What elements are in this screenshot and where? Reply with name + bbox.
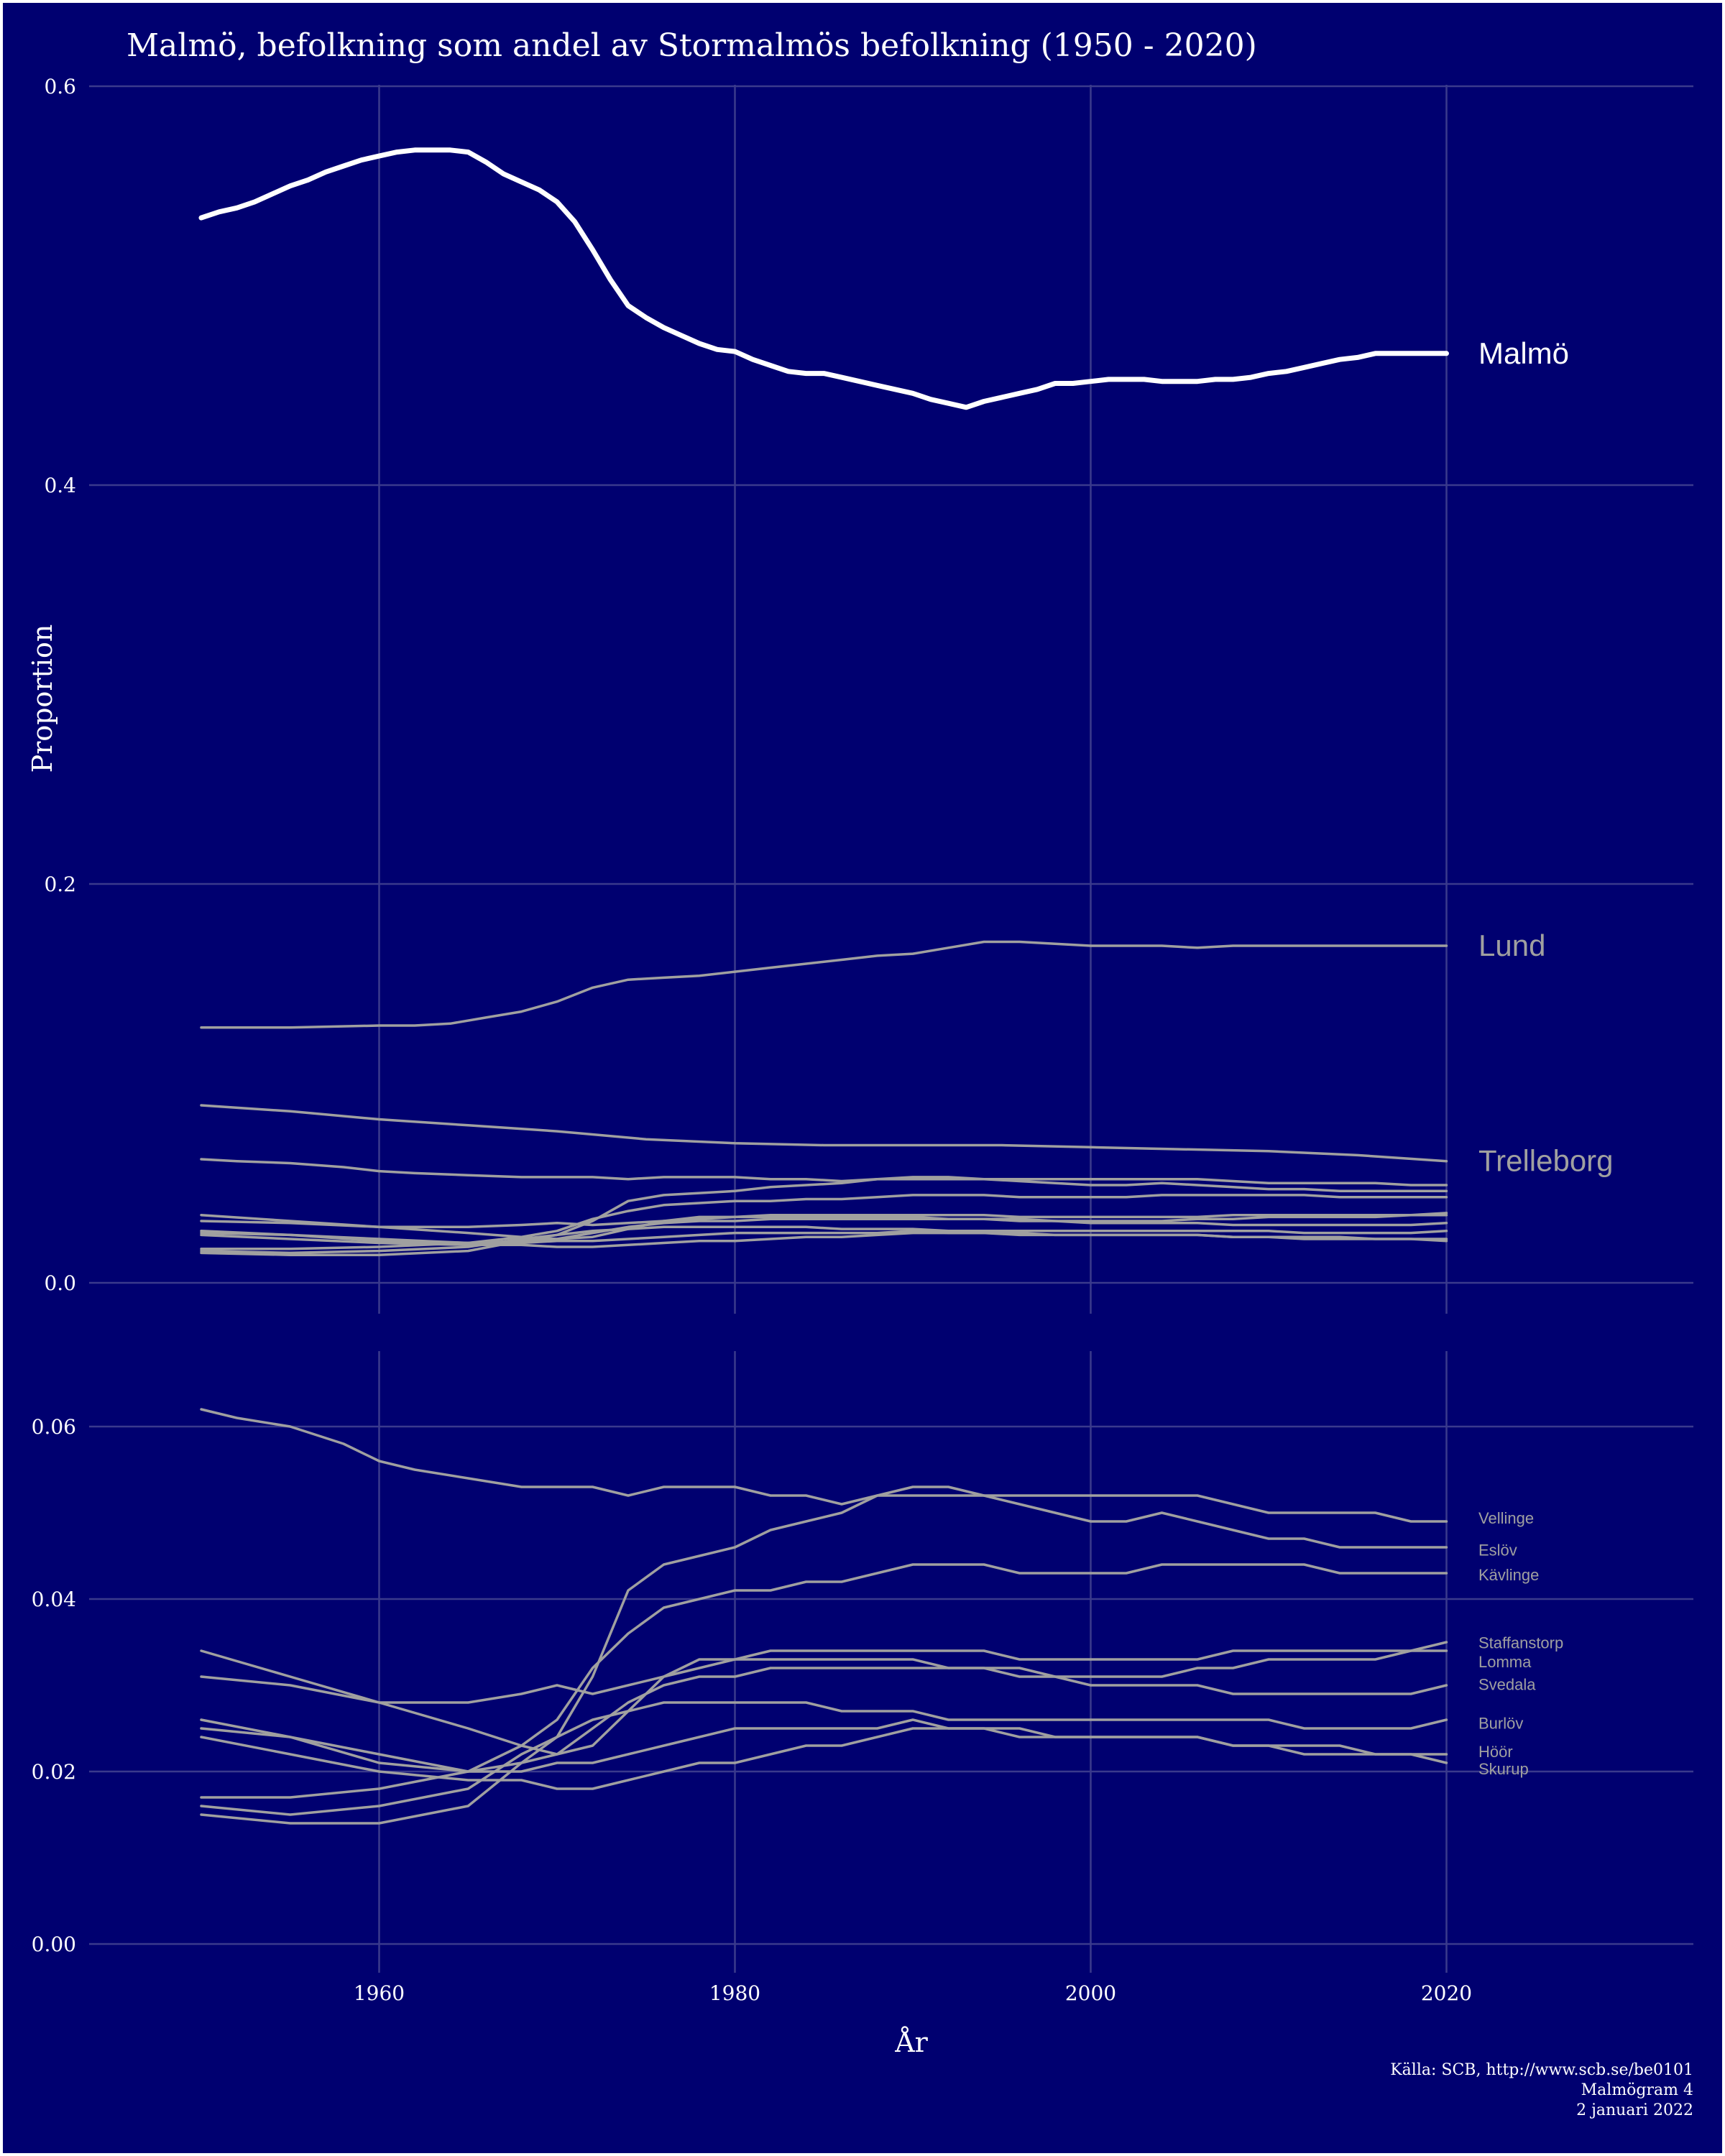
series-label-lund: Lund <box>1478 929 1545 962</box>
series-label-skurup: Skurup <box>1478 1760 1529 1778</box>
top-panel-lines <box>198 147 1449 1256</box>
series-label-eslöv: Eslöv <box>1478 1541 1517 1559</box>
top-y-tick-label: 0.6 <box>44 75 76 98</box>
x-tick-label: 2020 <box>1421 1981 1472 2005</box>
series-line-small-svedala <box>200 1217 1448 1245</box>
series-label-lomma: Lomma <box>1478 1653 1532 1671</box>
series-label-staffanstorp: Staffanstorp <box>1478 1634 1563 1651</box>
series-line-malmö <box>198 147 1449 410</box>
x-axis-label: År <box>894 2027 928 2058</box>
caption-publication: Malmögram 4 <box>1581 2081 1693 2099</box>
series-line-small-burlöv <box>200 1225 1448 1255</box>
series-line-lomma <box>200 1641 1448 1704</box>
top-y-tick-label: 0.0 <box>44 1271 76 1295</box>
series-line-burlöv <box>200 1701 1448 1816</box>
bottom-panel-line-labels: Vellinge Eslöv Kävlinge Staffanstorp Lomma Sv… <box>1478 1509 1563 1778</box>
series-line-small-kävlinge <box>200 1194 1448 1250</box>
series-line-skurup <box>200 1727 1448 1790</box>
series-line-lund <box>200 940 1448 1029</box>
series-label-vellinge: Vellinge <box>1478 1509 1534 1527</box>
x-tick-label: 1960 <box>354 1981 405 2005</box>
bottom-panel-lines <box>200 1408 1448 1825</box>
top-panel-grid <box>89 85 1693 1314</box>
series-label-malmö: Malmö <box>1478 336 1569 370</box>
top-y-tick-label: 0.2 <box>44 872 76 896</box>
x-tick-label: 1980 <box>709 1981 760 2005</box>
caption-date: 2 januari 2022 <box>1576 2101 1693 2119</box>
series-label-kävlinge: Kävlinge <box>1478 1566 1539 1584</box>
series-label-höör: Höör <box>1478 1743 1513 1761</box>
axis-ticks: 0.0 0.2 0.4 0.6 0.00 0.02 0.04 0.06 1960 1980 2000… <box>32 75 1472 2005</box>
caption-source: Källa: SCB, http://www.scb.se/be0101 <box>1390 2061 1693 2079</box>
series-label-svedala: Svedala <box>1478 1676 1536 1694</box>
chart-background <box>3 3 1722 2153</box>
bottom-y-tick-label: 0.02 <box>32 1760 76 1784</box>
series-label-burlöv: Burlöv <box>1478 1715 1523 1733</box>
series-line-vellinge <box>200 1408 1448 1523</box>
series-line-small-lomma <box>200 1212 1448 1229</box>
x-tick-label: 2000 <box>1065 1981 1116 2005</box>
bottom-y-tick-label: 0.00 <box>32 1932 76 1956</box>
bottom-y-tick-label: 0.04 <box>32 1588 76 1611</box>
series-line-kävlinge <box>200 1563 1448 1799</box>
series-line-small-skurup <box>200 1231 1448 1248</box>
series-line-trelleborg <box>200 1104 1448 1163</box>
series-label-trelleborg: Trelleborg <box>1478 1144 1614 1178</box>
bottom-panel-grid <box>89 1351 1693 1973</box>
series-line-small-vellinge <box>200 1158 1448 1187</box>
chart-title: Malmö, befolkning som andel av Stormalmö… <box>126 27 1257 64</box>
y-axis-label: Proportion <box>27 625 58 773</box>
bottom-y-tick-label: 0.06 <box>32 1415 76 1439</box>
top-y-tick-label: 0.4 <box>44 474 76 497</box>
top-panel-line-labels: Malmö Lund Trelleborg <box>1478 336 1614 1178</box>
series-line-svedala <box>200 1667 1448 1773</box>
